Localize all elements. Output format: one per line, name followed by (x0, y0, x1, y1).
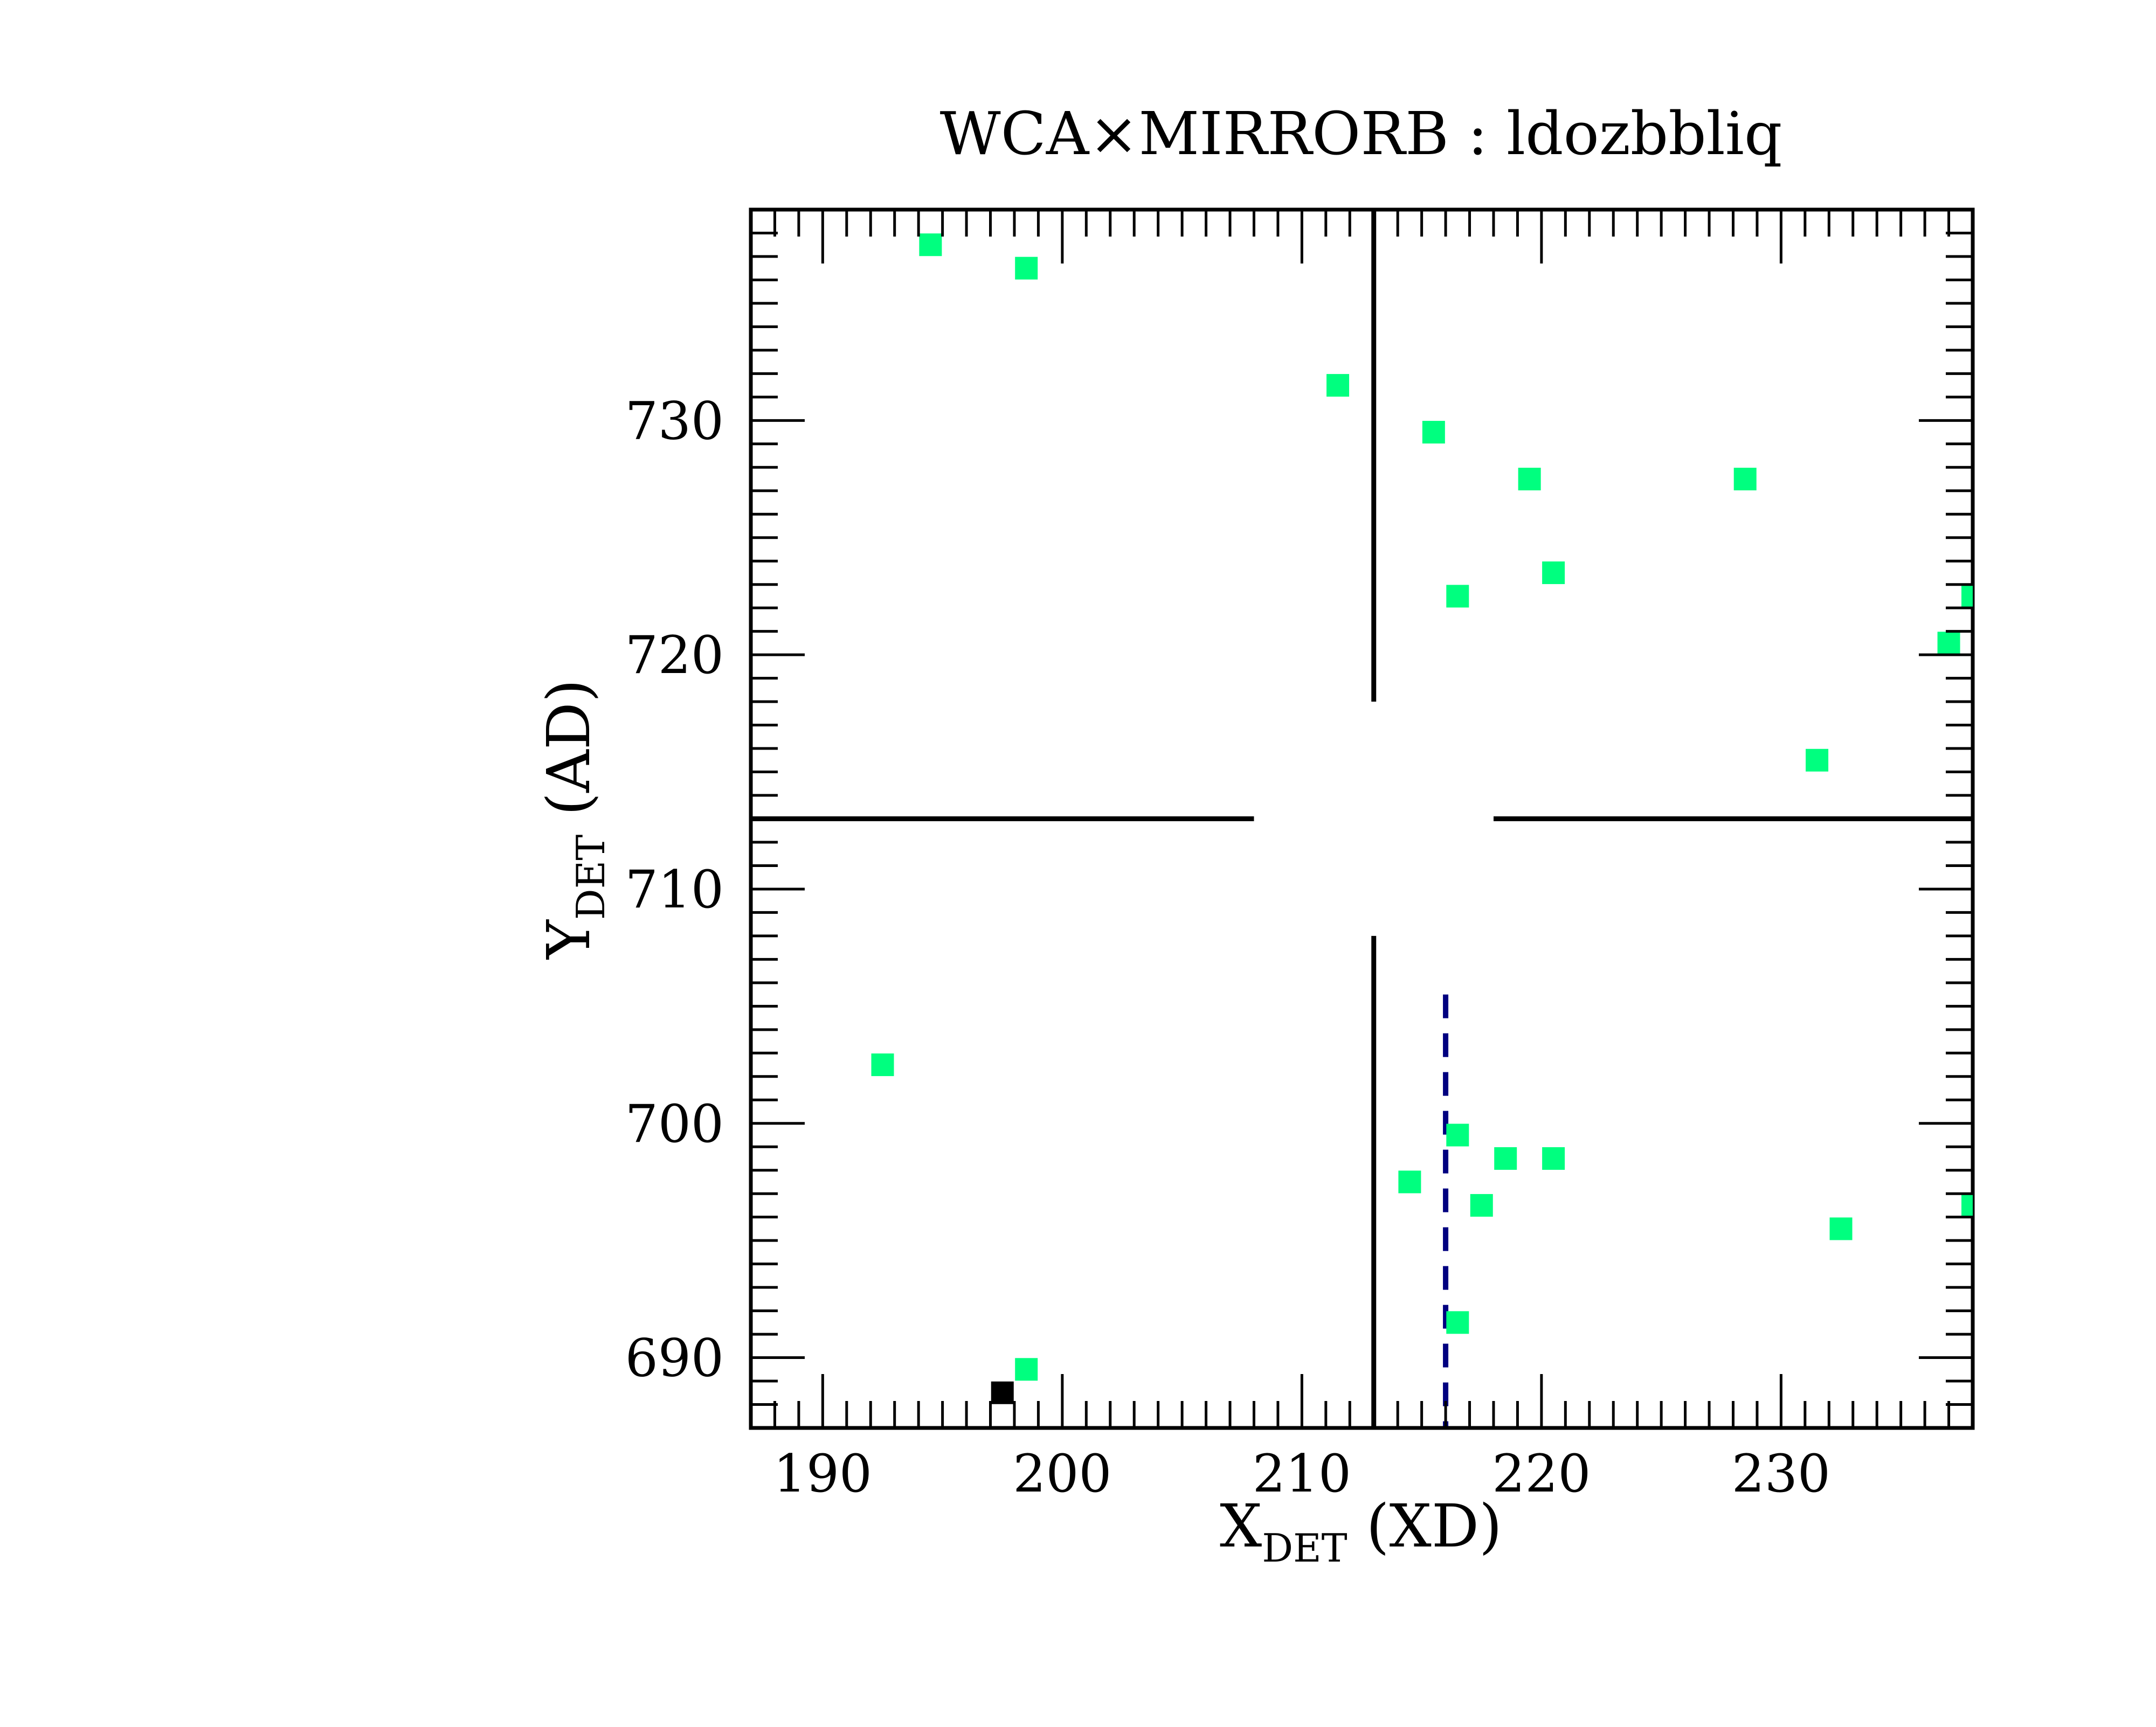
data-point-s0-7 (1446, 585, 1469, 608)
x-tick-label-230: 230 (1732, 1444, 1830, 1504)
y-tick-label-700: 700 (625, 1094, 724, 1154)
data-point-s1-0 (991, 1381, 1014, 1404)
x-tick-label-190: 190 (773, 1444, 872, 1504)
data-point-s0-18 (1829, 1217, 1853, 1240)
y-tick-label-720: 720 (625, 625, 724, 685)
chart-title: WCA×MIRRORB : ldozbbliq (940, 99, 1782, 168)
y-tick-label-690: 690 (625, 1328, 724, 1389)
x-tick-label-220: 220 (1492, 1444, 1591, 1504)
data-point-s0-5 (1733, 468, 1757, 491)
x-axis-label-suffix: (XD) (1348, 1492, 1502, 1560)
x-axis-label: XDET (XD) (1220, 1492, 1502, 1571)
data-point-s0-15 (1398, 1170, 1421, 1194)
y-axis-label-main: Y (534, 919, 603, 960)
data-point-s0-1 (1015, 256, 1038, 280)
data-point-s0-0 (919, 233, 942, 256)
data-point-s0-2 (1326, 374, 1350, 397)
data-point-s0-3 (1422, 421, 1445, 444)
data-point-s0-19 (1446, 1311, 1469, 1334)
data-point-s0-6 (1542, 561, 1565, 584)
data-point-s0-10 (1806, 748, 1829, 772)
x-tick-label-210: 210 (1253, 1444, 1351, 1504)
y-axis-label-suffix: (AD) (534, 679, 603, 834)
axis-ticks (749, 208, 1974, 1430)
data-point-s0-12 (1446, 1123, 1469, 1147)
x-tick-label-200: 200 (1013, 1444, 1111, 1504)
data-point-s0-16 (1470, 1194, 1493, 1217)
x-axis-label-main: X (1220, 1492, 1262, 1560)
data-points (871, 233, 1973, 1404)
data-point-s0-14 (1542, 1147, 1565, 1170)
y-axis-label: YDET (AD) (534, 679, 613, 960)
data-point-s0-8 (1961, 585, 1973, 608)
data-point-s0-20 (1015, 1358, 1038, 1381)
y-tick-label-710: 710 (625, 859, 724, 920)
x-axis-label-subscript: DET (1262, 1525, 1347, 1571)
data-point-s0-13 (1494, 1147, 1517, 1170)
data-point-s0-4 (1518, 468, 1541, 491)
y-tick-label-730: 730 (625, 391, 724, 451)
data-point-s0-9 (1937, 632, 1960, 655)
data-point-s0-11 (871, 1053, 894, 1077)
tick-labels: 190 200 210 220 230 690 700 710 720 730 (625, 391, 1830, 1504)
y-axis-label-subscript: DET (568, 835, 613, 920)
data-point-s0-17 (1961, 1194, 1973, 1217)
